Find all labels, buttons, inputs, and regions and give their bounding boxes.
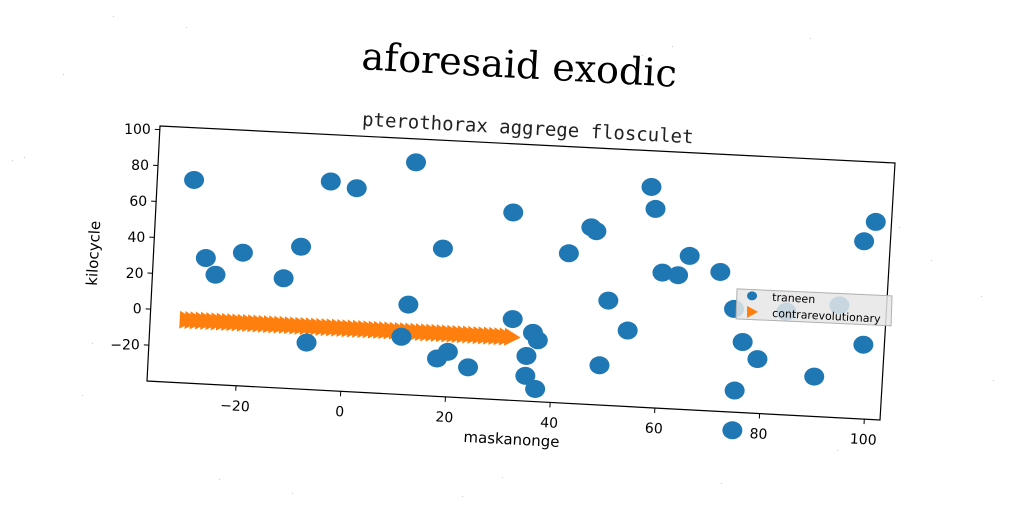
scatter-point [406,153,426,171]
scatter-point [196,249,216,267]
scatter-point [291,238,311,256]
y-tick-label: 60 [129,194,147,210]
y-tick-label: 80 [131,158,149,174]
scatter-point [854,232,874,250]
x-tick-label: 0 [335,404,345,420]
x-tick-label: −20 [220,398,250,416]
y-tick-label: 40 [128,230,146,246]
x-tick-label: 80 [749,426,768,443]
x-tick-label: 40 [540,415,559,432]
background-speck [462,496,463,497]
scatter-point [321,172,341,190]
background-speck [993,380,994,381]
scatter-point [274,269,294,287]
scatter-point [804,368,824,386]
legend-marker-traneen [747,291,757,300]
scatter-point [589,356,609,374]
scatter-point [516,347,536,365]
background-speck [642,55,643,56]
background-speck [12,160,13,161]
scatter-point [205,266,225,284]
background-speck [186,27,187,28]
scatter-point [646,200,666,218]
scatter-point [458,358,478,376]
scatter-point [233,244,253,262]
scatter-point [641,178,661,196]
y-axis-label: kilocycle [83,220,104,286]
scatter-point [438,343,458,361]
y-tick-label: 20 [126,266,144,282]
scatter-point [722,421,742,439]
background-speck [113,16,114,17]
background-speck [292,493,293,494]
scatter-point [747,350,767,368]
scatter-point [559,244,579,262]
background-speck [672,46,673,47]
background-speck [810,38,811,39]
scatter-point [586,222,606,240]
scatter-point [618,322,638,340]
scatter-point [710,263,730,281]
background-speck [219,479,220,480]
scatter-point [503,203,523,221]
background-speck [981,296,982,297]
scatter-point [866,213,886,231]
background-speck [24,157,25,158]
background-speck [502,477,503,478]
background-speck [82,395,83,396]
scatter-point [528,331,548,349]
scatter-point [853,336,873,354]
y-tick-label: 100 [124,122,151,138]
figure-title: aforesaid exodic [361,34,678,96]
scatter-point [503,310,523,328]
scatter-point [297,334,317,352]
background-speck [837,450,838,451]
scatter-point [668,266,688,284]
x-tick-label: 100 [849,431,877,448]
background-speck [721,483,722,484]
scatter-point [391,328,411,346]
scatter-point [725,382,745,400]
scatter-point [184,171,204,189]
background-speck [899,227,900,228]
x-tick-label: 20 [435,409,454,426]
background-speck [63,74,64,75]
background-speck [931,260,932,261]
y-tick-label: −20 [110,338,140,354]
scatter-point [598,292,618,310]
x-axis-label: maskanonge [463,428,560,451]
x-tick-label: 60 [644,421,663,438]
scatter-point [433,240,453,258]
scatter-point [347,179,367,197]
y-tick-label: 0 [133,302,142,318]
legend-label-traneen: traneen [772,291,816,306]
scatter-point [398,296,418,314]
scatter-point [680,247,700,265]
background-speck [92,343,93,344]
scatter-point [733,333,753,351]
scatter-point [525,380,545,398]
